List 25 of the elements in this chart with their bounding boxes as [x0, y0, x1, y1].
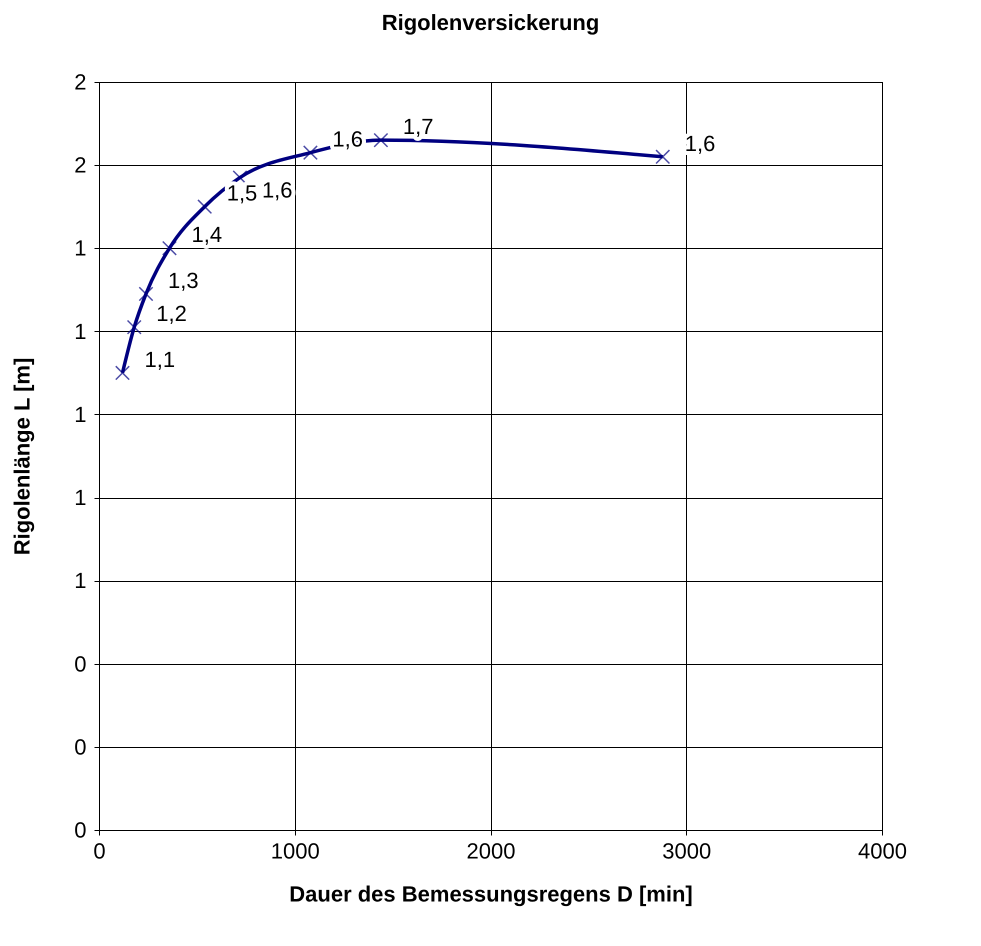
y-tick-label: 0 [74, 818, 86, 842]
x-axis-title: Dauer des Bemessungsregens D [min] [289, 882, 693, 906]
data-label: 1,6 [262, 178, 293, 203]
y-axis-title: Rigolenlänge L [m] [9, 358, 34, 556]
data-label: 1,3 [168, 268, 199, 293]
y-tick-label: 2 [74, 70, 86, 94]
x-tick-label: 2000 [466, 838, 516, 864]
data-label: 1,1 [144, 346, 176, 372]
data-label: 1,4 [191, 222, 222, 248]
y-tick-label: 2 [74, 152, 86, 178]
x-tick-label: 3000 [662, 838, 712, 864]
y-tick-label: 1 [74, 236, 86, 261]
y-tick-label: 1 [74, 568, 86, 594]
y-tick-label: 1 [74, 485, 86, 510]
y-tick-label: 1 [74, 402, 86, 427]
data-label: 1,5 [226, 180, 258, 206]
chart-title: Rigolenversickerung [382, 10, 600, 35]
data-label: 1,2 [156, 301, 187, 326]
x-tick-label: 1000 [270, 838, 320, 864]
y-tick-label: 0 [74, 734, 86, 760]
x-tick-label: 4000 [858, 838, 907, 864]
y-tick-label: 0 [74, 651, 86, 676]
data-label: 1,7 [402, 114, 434, 140]
x-tick-label: 0 [93, 838, 106, 864]
y-tick-label: 1 [74, 318, 86, 344]
